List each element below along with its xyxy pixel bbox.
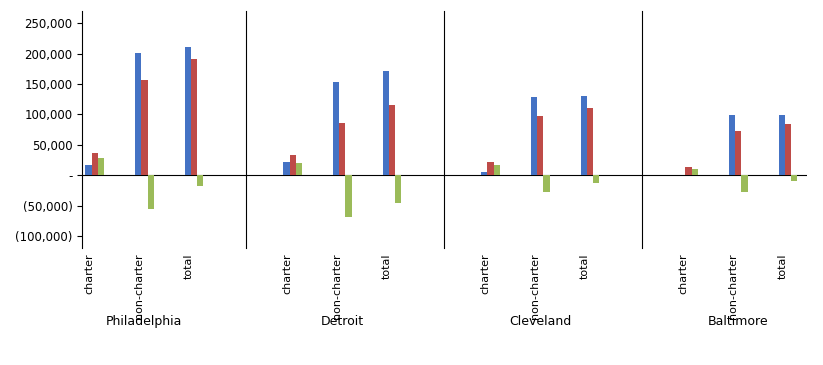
Text: non-charter: non-charter bbox=[530, 253, 540, 319]
Bar bbox=[142, 80, 147, 175]
Bar bbox=[593, 175, 599, 183]
Bar bbox=[135, 53, 142, 175]
Bar bbox=[729, 115, 735, 175]
Bar bbox=[185, 47, 191, 175]
Bar bbox=[537, 116, 543, 175]
Bar bbox=[339, 123, 346, 175]
Text: Detroit: Detroit bbox=[321, 315, 364, 328]
Text: charter: charter bbox=[85, 253, 95, 294]
Text: charter: charter bbox=[481, 253, 491, 294]
Bar bbox=[691, 169, 698, 175]
Bar bbox=[686, 167, 691, 175]
Bar bbox=[147, 175, 154, 209]
Text: non-charter: non-charter bbox=[134, 253, 144, 319]
Bar bbox=[295, 163, 302, 175]
Text: charter: charter bbox=[678, 253, 689, 294]
Bar bbox=[383, 70, 389, 175]
Bar bbox=[191, 59, 198, 175]
Bar bbox=[389, 105, 395, 175]
Bar bbox=[290, 154, 295, 175]
Bar bbox=[98, 158, 104, 175]
Bar bbox=[346, 175, 351, 216]
Bar bbox=[198, 175, 203, 185]
Text: non-charter: non-charter bbox=[728, 253, 738, 319]
Bar bbox=[785, 124, 791, 175]
Text: charter: charter bbox=[282, 253, 293, 294]
Bar bbox=[487, 162, 494, 175]
Text: total: total bbox=[382, 253, 392, 278]
Text: Cleveland: Cleveland bbox=[509, 315, 571, 328]
Text: total: total bbox=[184, 253, 194, 278]
Bar bbox=[481, 172, 487, 175]
Text: Baltimore: Baltimore bbox=[708, 315, 769, 328]
Bar bbox=[531, 97, 537, 175]
Bar bbox=[91, 153, 98, 175]
Bar bbox=[791, 175, 797, 181]
Text: total: total bbox=[778, 253, 788, 278]
Text: total: total bbox=[580, 253, 590, 278]
Bar bbox=[581, 96, 587, 175]
Bar bbox=[283, 162, 290, 175]
Bar bbox=[587, 108, 593, 175]
Text: Philadelphia: Philadelphia bbox=[106, 315, 183, 328]
Bar bbox=[494, 165, 500, 175]
Bar bbox=[543, 175, 550, 192]
Bar bbox=[742, 175, 747, 192]
Bar bbox=[86, 165, 91, 175]
Bar bbox=[779, 115, 785, 175]
Bar bbox=[333, 81, 339, 175]
Text: non-charter: non-charter bbox=[332, 253, 342, 319]
Bar bbox=[735, 131, 742, 175]
Bar bbox=[395, 175, 402, 203]
